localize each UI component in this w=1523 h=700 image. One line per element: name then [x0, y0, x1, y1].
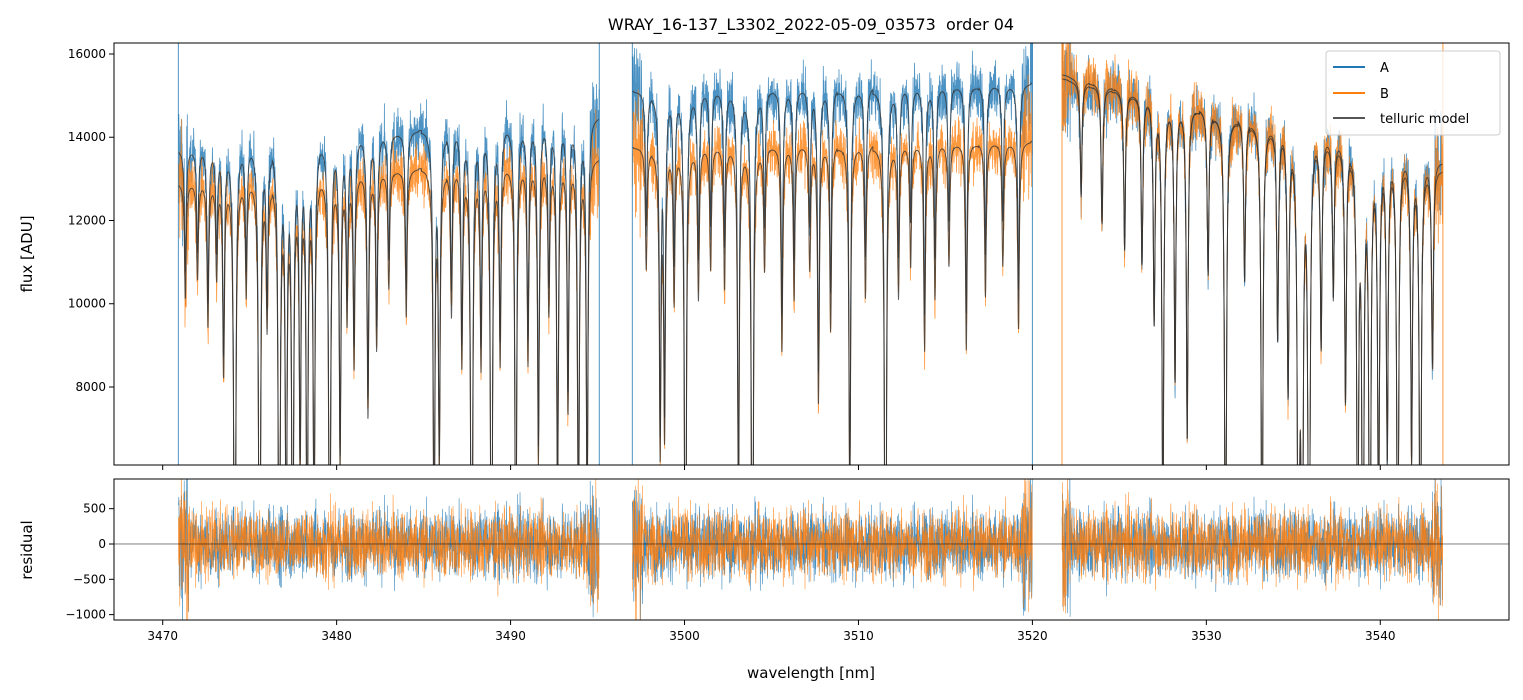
x-tick-label: 3480 — [321, 629, 352, 643]
series-a-line-seg2 — [631, 43, 1033, 465]
legend: A B telluric model — [1325, 50, 1501, 136]
x-tick-label: 3490 — [495, 629, 526, 643]
residual-y-tick-label: −1000 — [65, 608, 106, 622]
residual-b-seg2 — [631, 479, 1033, 620]
spectrum-axes-frame — [113, 42, 1510, 466]
residual-y-axis-label: residual — [18, 520, 36, 579]
x-tick-label: 3520 — [1017, 629, 1048, 643]
residual-b-seg3 — [1061, 479, 1443, 620]
residual-y-tick-label: −500 — [73, 572, 106, 586]
x-tick-label: 3540 — [1365, 629, 1396, 643]
x-axis-label: wavelength [nm] — [747, 664, 875, 682]
spectrum-y-axis-label: flux [ADU] — [18, 215, 36, 292]
residual-plot-area — [114, 479, 1509, 620]
x-tick-label: 3470 — [147, 629, 178, 643]
chart-title: WRAY_16-137_L3302_2022-05-09_03573 order… — [608, 15, 1014, 35]
telluric-model-b-seg2 — [632, 140, 1033, 465]
legend-label-b: B — [1380, 87, 1389, 102]
telluric-model-b-seg3 — [1061, 74, 1443, 465]
residual-y-tick-label: 0 — [98, 537, 106, 551]
x-tick-label: 3510 — [843, 629, 874, 643]
spectrum-plot-area — [177, 43, 1444, 465]
legend-label-a: A — [1380, 61, 1389, 76]
spectrum-y-tick-label: 10000 — [68, 297, 106, 311]
legend-label-model: telluric model — [1380, 112, 1469, 127]
telluric-model-a-seg3 — [1061, 78, 1443, 465]
residual-axes-frame — [113, 478, 1510, 621]
x-tick-label: 3530 — [1191, 629, 1222, 643]
spectrum-y-tick-label: 16000 — [68, 47, 106, 61]
x-tick-label: 3500 — [669, 629, 700, 643]
residual-b-seg1 — [178, 479, 600, 620]
spectrum-y-tick-label: 8000 — [75, 380, 106, 394]
residual-y-tick-label: 500 — [83, 502, 106, 516]
telluric-model-b-seg1 — [178, 160, 600, 465]
spectrum-y-tick-label: 14000 — [68, 130, 106, 144]
spectrum-y-tick-label: 12000 — [68, 213, 106, 227]
